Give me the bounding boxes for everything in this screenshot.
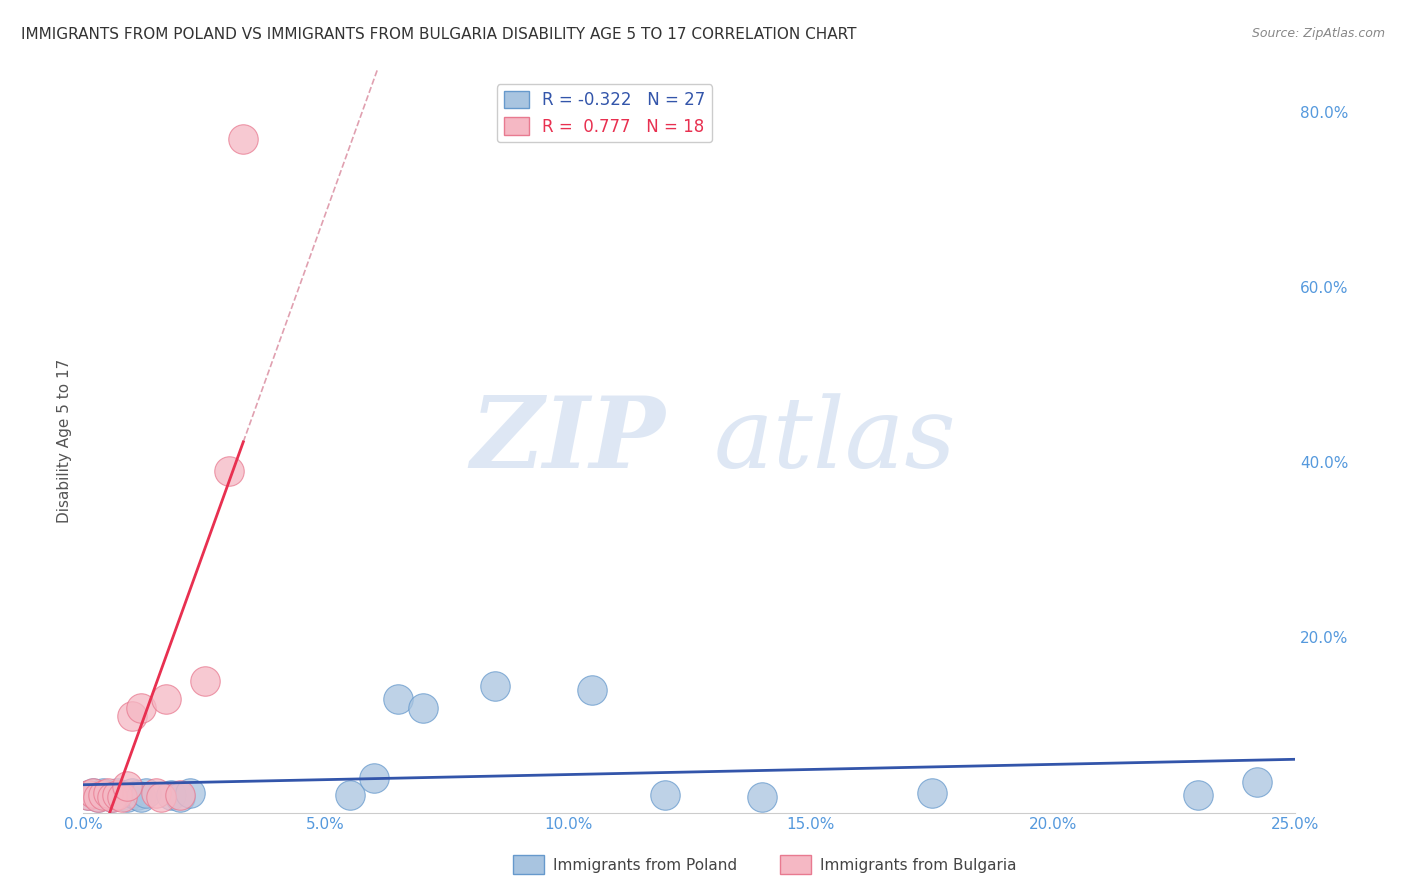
Text: IMMIGRANTS FROM POLAND VS IMMIGRANTS FROM BULGARIA DISABILITY AGE 5 TO 17 CORREL: IMMIGRANTS FROM POLAND VS IMMIGRANTS FRO… bbox=[21, 27, 856, 42]
Point bbox=[77, 788, 100, 802]
Point bbox=[193, 674, 215, 689]
Point bbox=[87, 789, 110, 804]
Point bbox=[654, 788, 676, 802]
Point bbox=[101, 789, 124, 804]
Point bbox=[339, 788, 361, 802]
Point bbox=[232, 131, 254, 145]
Text: Source: ZipAtlas.com: Source: ZipAtlas.com bbox=[1251, 27, 1385, 40]
Point bbox=[121, 709, 143, 723]
Point bbox=[149, 789, 172, 804]
Point bbox=[581, 683, 603, 698]
Point bbox=[131, 789, 153, 804]
Point bbox=[101, 789, 124, 804]
Point bbox=[105, 788, 128, 802]
Point bbox=[87, 789, 110, 804]
Point bbox=[121, 786, 143, 800]
Point bbox=[91, 786, 114, 800]
Text: Immigrants from Bulgaria: Immigrants from Bulgaria bbox=[820, 858, 1017, 872]
Point bbox=[218, 464, 240, 478]
Point bbox=[125, 788, 148, 802]
Point bbox=[145, 786, 167, 800]
Point bbox=[115, 789, 138, 804]
Text: Immigrants from Poland: Immigrants from Poland bbox=[553, 858, 737, 872]
Point bbox=[105, 786, 128, 800]
Point bbox=[131, 700, 153, 714]
Point bbox=[111, 789, 134, 804]
Point bbox=[159, 788, 181, 802]
Point bbox=[96, 788, 118, 802]
Point bbox=[82, 786, 104, 800]
Point bbox=[169, 788, 191, 802]
Point bbox=[1246, 775, 1268, 789]
Point bbox=[96, 786, 118, 800]
Point bbox=[363, 771, 385, 785]
Point bbox=[412, 700, 434, 714]
Point bbox=[155, 691, 177, 706]
Text: ZIP: ZIP bbox=[470, 392, 665, 489]
Point bbox=[111, 788, 134, 802]
Point bbox=[921, 786, 943, 800]
Point bbox=[82, 786, 104, 800]
Point bbox=[91, 788, 114, 802]
Point bbox=[484, 679, 506, 693]
Y-axis label: Disability Age 5 to 17: Disability Age 5 to 17 bbox=[58, 359, 72, 523]
Point bbox=[751, 789, 773, 804]
Point bbox=[1187, 788, 1209, 802]
Text: atlas: atlas bbox=[714, 392, 956, 488]
Point bbox=[115, 779, 138, 793]
Point bbox=[387, 691, 409, 706]
Legend: R = -0.322   N = 27, R =  0.777   N = 18: R = -0.322 N = 27, R = 0.777 N = 18 bbox=[498, 84, 711, 143]
Point bbox=[169, 789, 191, 804]
Point bbox=[135, 786, 157, 800]
Point bbox=[179, 786, 201, 800]
Point bbox=[77, 788, 100, 802]
